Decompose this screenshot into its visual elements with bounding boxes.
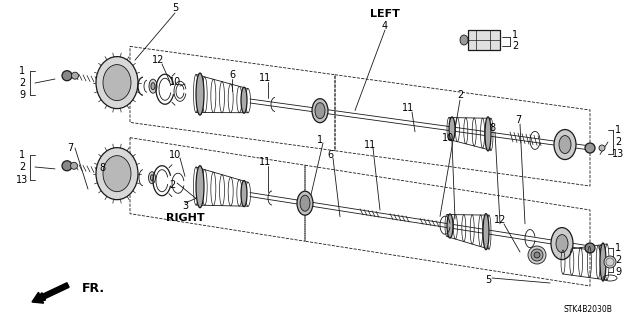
Text: 1: 1 [615, 125, 621, 135]
Text: 1: 1 [19, 150, 25, 160]
Ellipse shape [149, 79, 157, 93]
Ellipse shape [460, 35, 468, 45]
Text: FR.: FR. [82, 281, 105, 294]
Ellipse shape [72, 72, 79, 79]
Ellipse shape [556, 234, 568, 253]
Text: 7: 7 [67, 143, 73, 153]
Text: 11: 11 [259, 73, 271, 83]
Text: 1: 1 [19, 66, 25, 76]
Ellipse shape [62, 161, 72, 171]
Text: 6: 6 [229, 70, 235, 80]
Text: 2: 2 [19, 162, 25, 172]
Text: 13: 13 [16, 175, 28, 185]
Ellipse shape [297, 191, 313, 215]
Ellipse shape [312, 99, 328, 123]
Text: 1: 1 [512, 30, 518, 40]
Ellipse shape [300, 195, 310, 211]
Text: 12: 12 [494, 215, 506, 225]
Text: 9: 9 [615, 267, 621, 277]
Ellipse shape [599, 245, 605, 251]
Text: 13: 13 [612, 149, 624, 159]
Text: 8: 8 [489, 123, 495, 133]
Text: 10: 10 [442, 133, 454, 143]
Ellipse shape [151, 83, 155, 90]
Text: 4: 4 [382, 21, 388, 31]
Ellipse shape [528, 246, 546, 264]
Text: 6: 6 [327, 150, 333, 160]
Text: 9: 9 [19, 90, 25, 100]
Ellipse shape [103, 156, 131, 192]
Ellipse shape [585, 143, 595, 153]
Ellipse shape [447, 214, 453, 238]
Ellipse shape [559, 136, 571, 153]
Ellipse shape [196, 166, 204, 208]
Text: 2: 2 [615, 137, 621, 147]
Ellipse shape [534, 252, 540, 258]
Ellipse shape [485, 117, 491, 151]
Text: 5: 5 [485, 275, 491, 285]
Ellipse shape [585, 243, 595, 253]
Ellipse shape [531, 249, 543, 261]
Ellipse shape [62, 71, 72, 81]
Ellipse shape [551, 227, 573, 260]
Ellipse shape [103, 65, 131, 100]
Text: 2: 2 [169, 180, 175, 190]
Ellipse shape [599, 145, 605, 151]
Ellipse shape [241, 181, 247, 207]
Text: STK4B2030B: STK4B2030B [564, 306, 612, 315]
Ellipse shape [70, 162, 77, 169]
Text: 10: 10 [169, 77, 181, 87]
Text: 10: 10 [169, 150, 181, 160]
Text: 11: 11 [259, 157, 271, 167]
Ellipse shape [315, 103, 325, 119]
Text: 3: 3 [182, 201, 188, 211]
Ellipse shape [483, 214, 489, 250]
Text: LEFT: LEFT [370, 9, 400, 19]
Ellipse shape [241, 87, 247, 113]
Text: 2: 2 [457, 90, 463, 100]
FancyArrow shape [32, 283, 69, 303]
Ellipse shape [96, 56, 138, 108]
Ellipse shape [600, 243, 606, 281]
Text: RIGHT: RIGHT [166, 213, 204, 223]
Ellipse shape [150, 175, 154, 181]
Text: 5: 5 [172, 3, 178, 13]
Ellipse shape [604, 256, 616, 268]
Ellipse shape [148, 172, 156, 184]
Ellipse shape [554, 130, 576, 160]
Text: 2: 2 [512, 41, 518, 51]
Text: 2: 2 [19, 78, 25, 88]
Ellipse shape [96, 148, 138, 200]
Text: 7: 7 [515, 115, 521, 125]
Text: 8: 8 [99, 163, 105, 173]
Text: 11: 11 [402, 103, 414, 113]
Text: 2: 2 [615, 255, 621, 265]
Text: 12: 12 [152, 55, 164, 65]
Ellipse shape [449, 117, 455, 141]
Ellipse shape [196, 73, 204, 115]
Text: 1: 1 [317, 135, 323, 145]
Text: 1: 1 [615, 243, 621, 253]
Text: 11: 11 [364, 140, 376, 150]
Bar [468, 30, 500, 50]
